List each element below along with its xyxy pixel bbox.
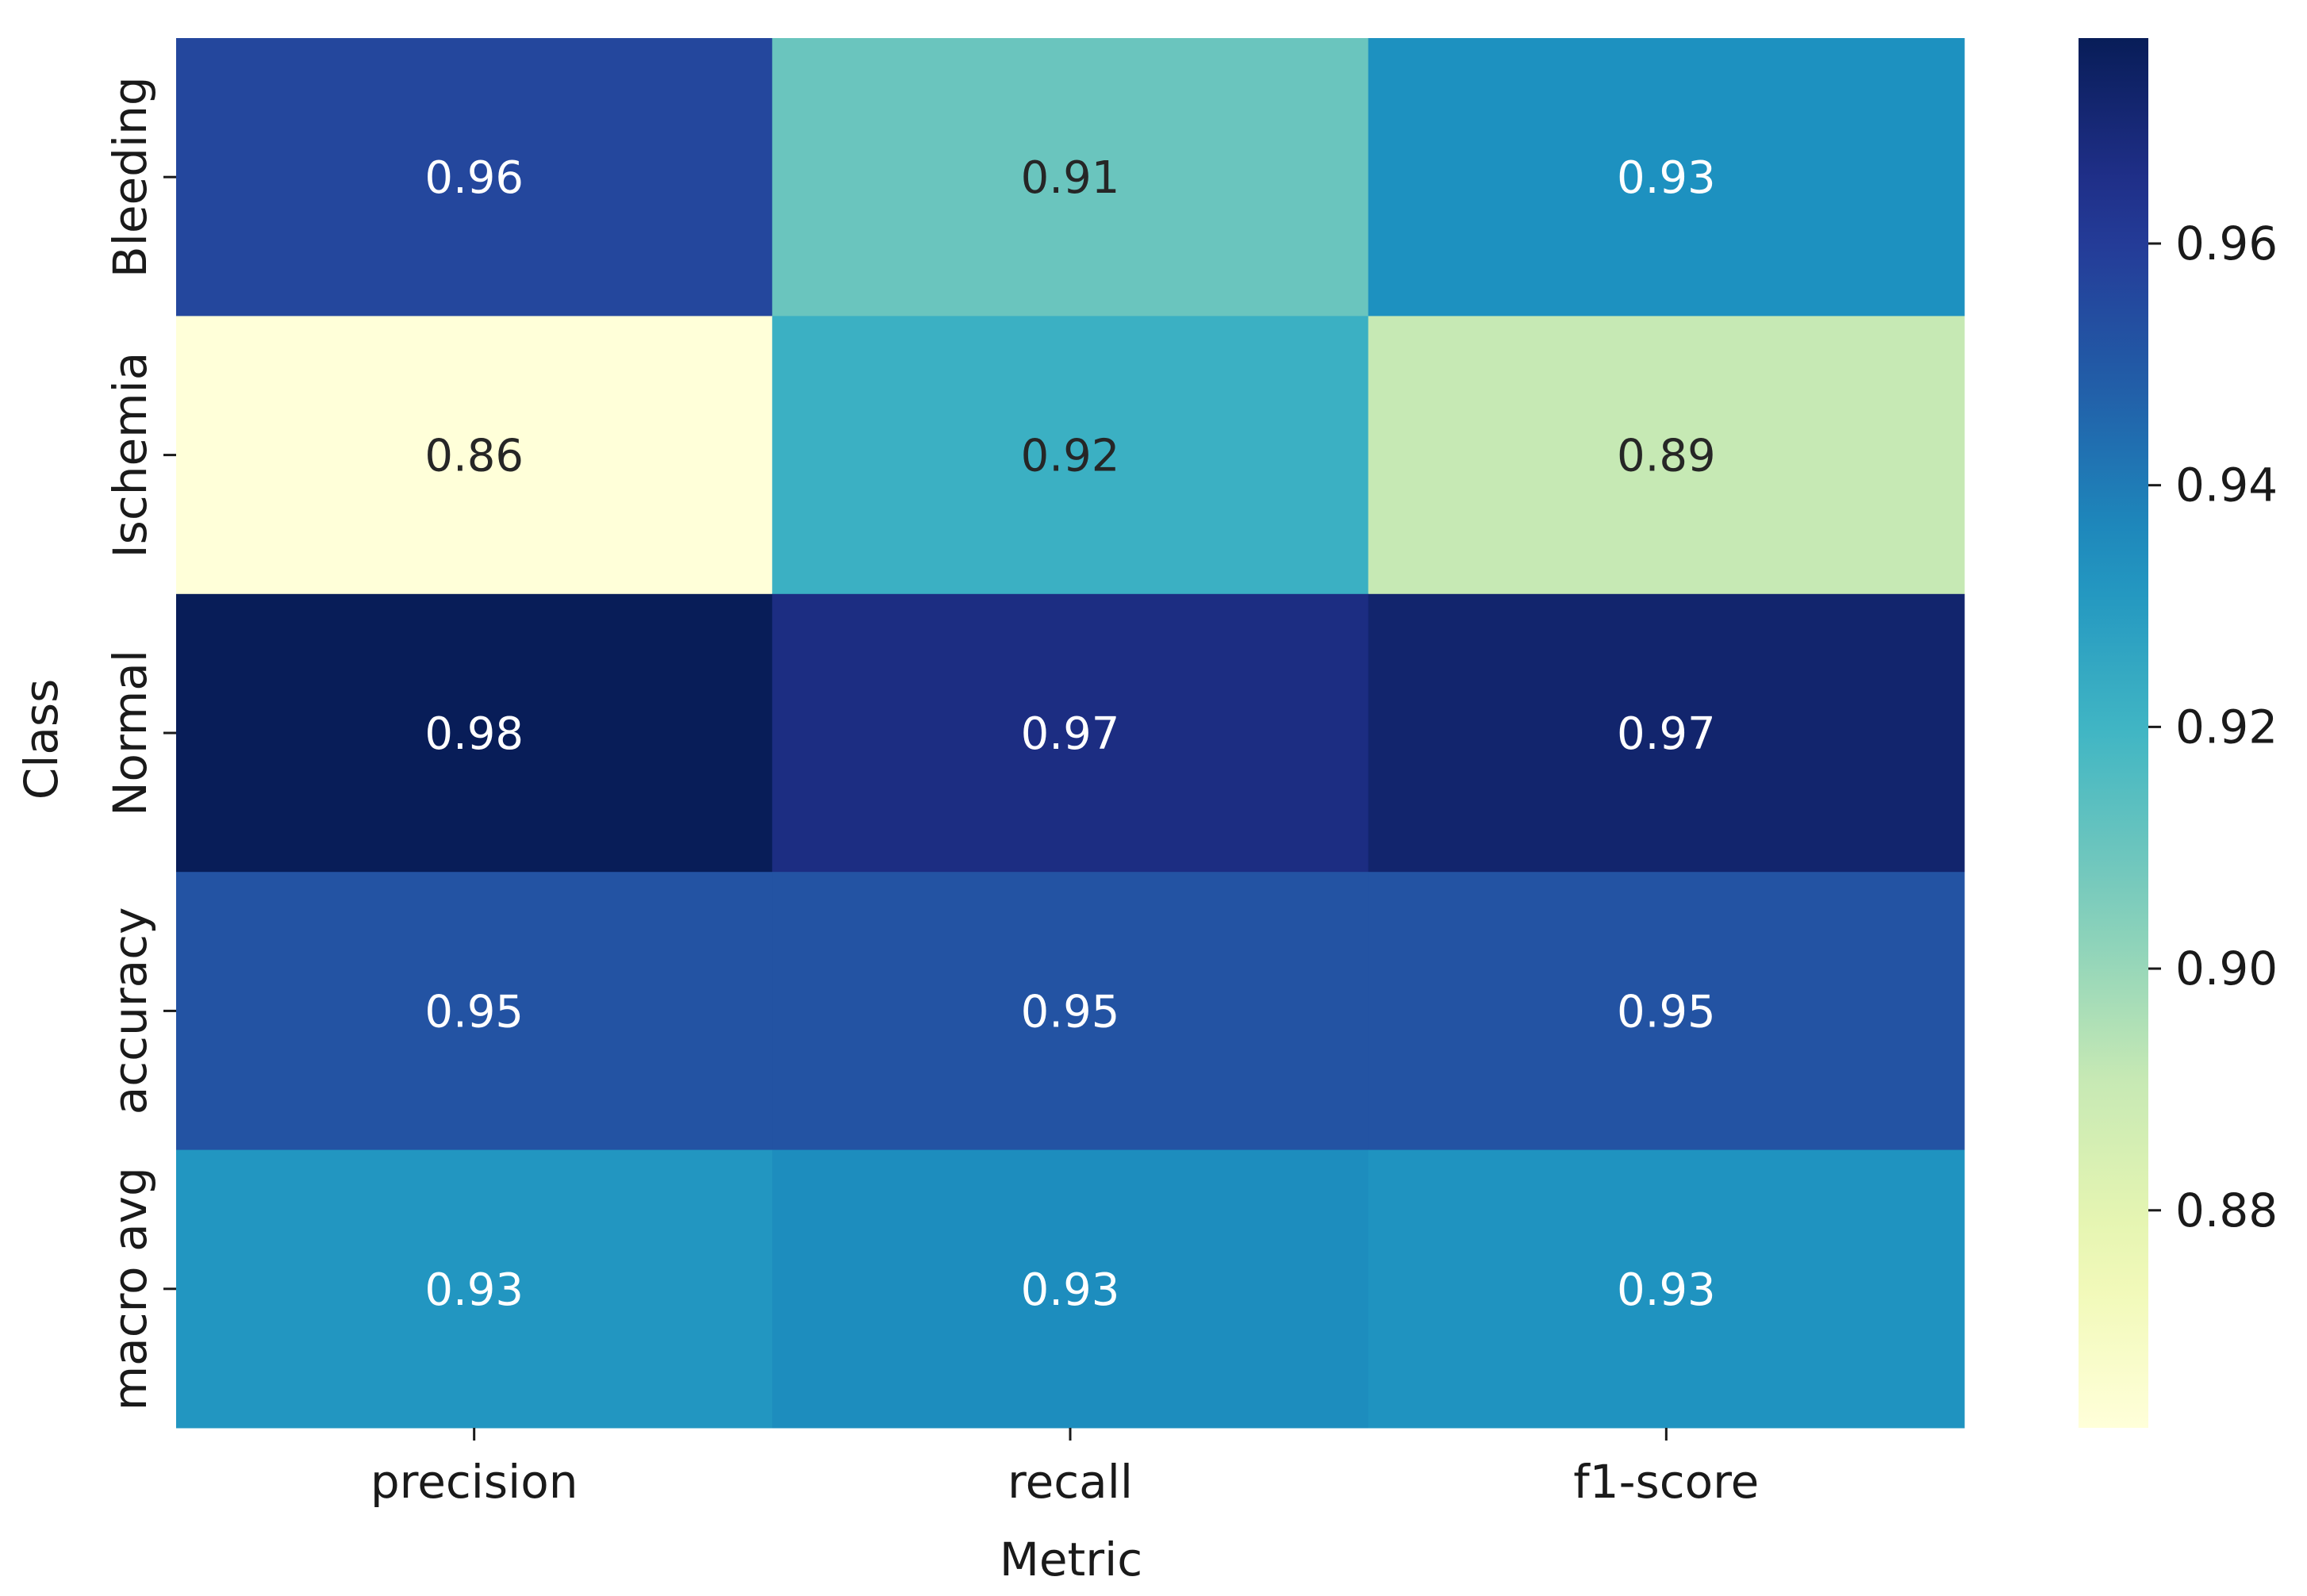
heatmap-cell (772, 593, 1369, 873)
x-tick-label: precision (370, 1455, 578, 1509)
colorbar-tick-label: 0.94 (2175, 458, 2278, 512)
y-axis: Bleeding Ischemia Normal accuracy macro avg (103, 76, 176, 1410)
y-tick-label: Normal (103, 650, 157, 816)
colorbar-tick-label: 0.96 (2175, 217, 2278, 270)
x-axis-title: Metric (1000, 1533, 1142, 1586)
colorbar-tick-label: 0.92 (2175, 700, 2278, 754)
heatmap-cells: 0.96 0.91 0.93 0.86 0.92 0.89 0.98 0.97 0.97 0.95… (176, 38, 1965, 1429)
cell-value-label: 0.86 (424, 431, 524, 482)
heatmap-cell (772, 1149, 1369, 1429)
x-axis: precision recall f1-score (370, 1428, 1759, 1509)
x-tick-label: recall (1008, 1455, 1133, 1509)
cell-value-label: 0.98 (424, 708, 524, 760)
heatmap-cell (772, 872, 1369, 1151)
cell-value-label: 0.95 (424, 986, 524, 1038)
cell-value-label: 0.97 (1021, 708, 1120, 760)
heatmap-cell (176, 38, 773, 317)
heatmap-cell (772, 316, 1369, 595)
cell-value-label: 0.95 (1617, 986, 1716, 1038)
cell-value-label: 0.93 (1617, 1264, 1716, 1316)
heatmap-cell (1368, 593, 1965, 873)
colorbar (2079, 38, 2148, 1428)
y-tick-label: Bleeding (103, 76, 157, 278)
cell-value-label: 0.89 (1617, 431, 1716, 482)
cell-value-label: 0.93 (1617, 152, 1716, 204)
cell-value-label: 0.91 (1021, 152, 1120, 204)
heatmap-cell (1368, 38, 1965, 317)
y-axis-title: Class (14, 679, 68, 800)
cell-value-label: 0.97 (1617, 708, 1716, 760)
heatmap-cell (772, 38, 1369, 317)
heatmap-cell (1368, 1149, 1965, 1429)
heatmap-cell (176, 593, 773, 873)
colorbar-tick-label: 0.90 (2175, 942, 2278, 996)
cell-value-label: 0.93 (1021, 1264, 1120, 1316)
x-tick-label: f1-score (1573, 1455, 1759, 1509)
heatmap-cell (1368, 316, 1965, 595)
y-tick-label: macro avg (103, 1167, 157, 1410)
heatmap-cell (176, 1149, 773, 1429)
cell-value-label: 0.95 (1021, 986, 1120, 1038)
cell-value-label: 0.96 (424, 152, 524, 204)
colorbar-ticks: 0.88 0.90 0.92 0.94 0.96 (2148, 217, 2278, 1237)
y-tick-label: Ischemia (103, 352, 157, 558)
heatmap-cell (1368, 872, 1965, 1151)
colorbar-tick-label: 0.88 (2175, 1184, 2278, 1237)
cell-value-label: 0.92 (1021, 431, 1120, 482)
heatmap-cell (176, 316, 773, 595)
y-tick-label: accuracy (103, 907, 157, 1115)
cell-value-label: 0.93 (424, 1264, 524, 1316)
heatmap-cell (176, 872, 773, 1151)
